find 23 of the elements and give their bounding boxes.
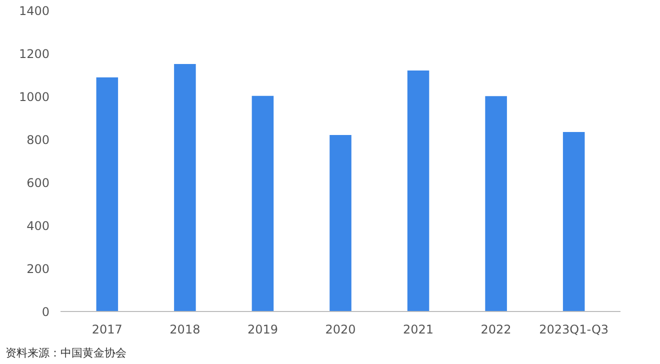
y-tick-label: 800 xyxy=(26,133,50,147)
bar xyxy=(562,132,585,312)
bar xyxy=(252,96,274,312)
text: 资料来源：中国黄金协会 xyxy=(6,346,126,360)
x-tick-label: 2018 xyxy=(170,322,200,336)
y-tick-label: 1000 xyxy=(18,90,50,104)
x-tick-label: 2021 xyxy=(403,322,434,336)
x-tick-label: 2019 xyxy=(247,322,278,336)
x-tick-label: 2017 xyxy=(92,322,122,336)
y-tick-label: 600 xyxy=(26,176,50,190)
y-tick-label: 200 xyxy=(26,262,50,276)
x-tick-label: 2023Q1-Q3 xyxy=(539,322,609,336)
y-tick-label: 1200 xyxy=(18,47,50,61)
bar xyxy=(330,134,352,312)
y-tick-label: 1400 xyxy=(18,4,50,18)
bar xyxy=(407,70,430,312)
bar xyxy=(174,64,196,312)
x-tick-label: 2020 xyxy=(325,322,356,336)
x-tick-label: 2022 xyxy=(480,322,512,336)
y-tick-label: 400 xyxy=(26,219,50,233)
bar xyxy=(96,77,118,312)
y-tick-label: 0 xyxy=(42,305,50,319)
bar xyxy=(485,96,507,312)
